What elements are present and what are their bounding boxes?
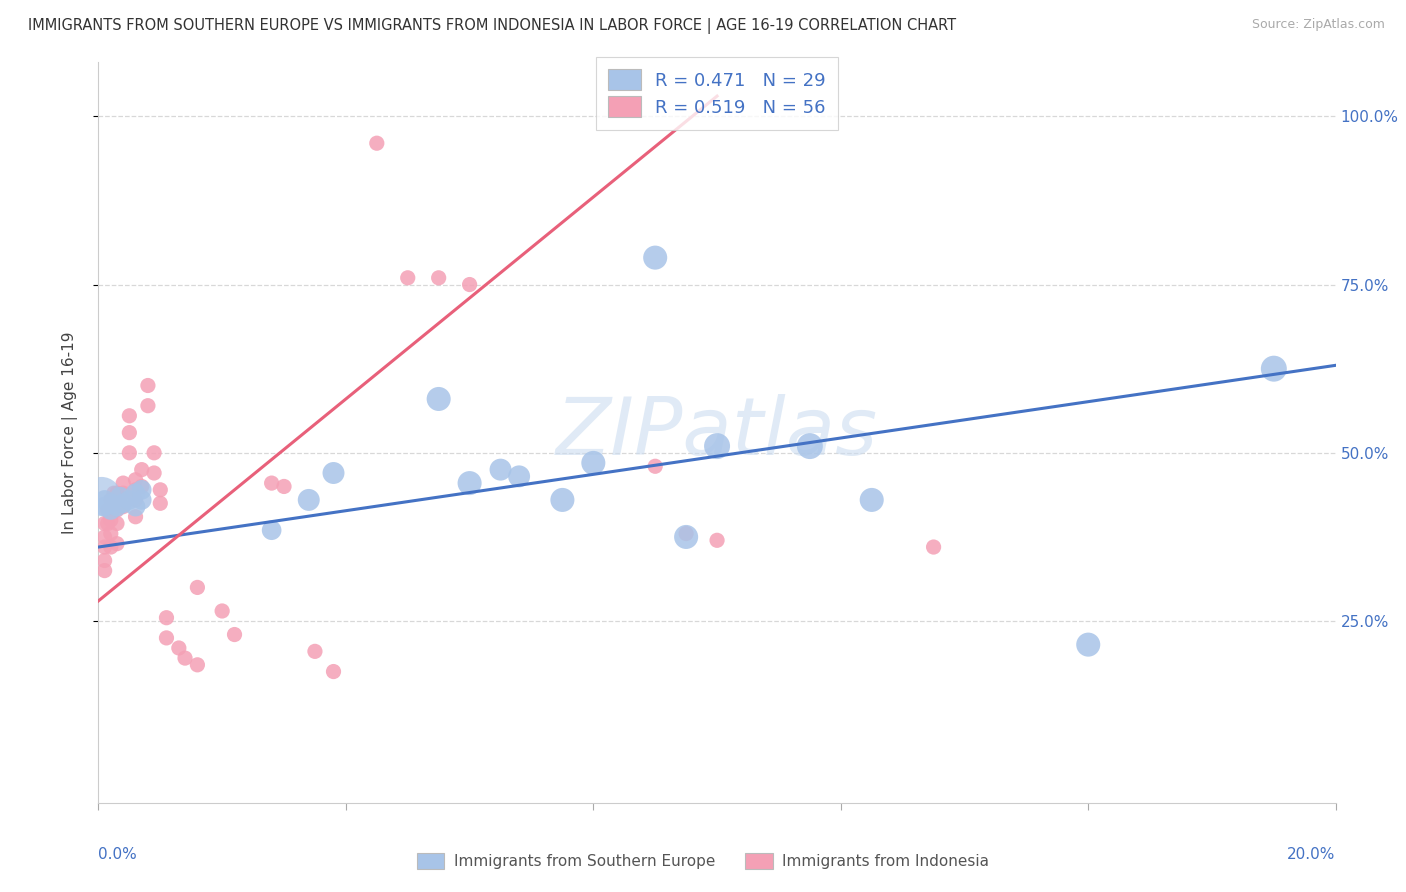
Point bbox=[103, 486, 125, 500]
Point bbox=[706, 533, 728, 548]
Point bbox=[93, 564, 115, 578]
Point bbox=[93, 500, 115, 514]
Point bbox=[97, 516, 120, 531]
Point bbox=[922, 540, 945, 554]
Point bbox=[124, 500, 146, 514]
Point bbox=[155, 611, 177, 625]
Point bbox=[105, 516, 128, 531]
Point bbox=[149, 483, 172, 497]
Y-axis label: In Labor Force | Age 16-19: In Labor Force | Age 16-19 bbox=[62, 331, 77, 534]
Point bbox=[508, 469, 530, 483]
Text: 0.0%: 0.0% bbox=[98, 847, 138, 863]
Point bbox=[322, 466, 344, 480]
Point bbox=[100, 513, 122, 527]
Point bbox=[273, 479, 295, 493]
Point bbox=[108, 490, 131, 504]
Point bbox=[1263, 361, 1285, 376]
Point bbox=[112, 496, 135, 510]
Point bbox=[105, 492, 128, 507]
Point bbox=[124, 509, 146, 524]
Point bbox=[93, 530, 115, 544]
Point bbox=[131, 462, 153, 476]
Point bbox=[458, 476, 481, 491]
Point bbox=[105, 503, 128, 517]
Point bbox=[100, 503, 122, 517]
Text: IMMIGRANTS FROM SOUTHERN EUROPE VS IMMIGRANTS FROM INDONESIA IN LABOR FORCE | AG: IMMIGRANTS FROM SOUTHERN EUROPE VS IMMIG… bbox=[28, 18, 956, 34]
Point bbox=[97, 503, 120, 517]
Point bbox=[143, 466, 166, 480]
Point bbox=[118, 492, 141, 507]
Point bbox=[100, 526, 122, 541]
Point bbox=[155, 631, 177, 645]
Point bbox=[304, 644, 326, 658]
Point bbox=[124, 483, 146, 497]
Point bbox=[427, 392, 450, 406]
Point bbox=[105, 536, 128, 550]
Point bbox=[149, 496, 172, 510]
Point bbox=[118, 425, 141, 440]
Point bbox=[427, 270, 450, 285]
Point bbox=[260, 523, 283, 537]
Point bbox=[706, 439, 728, 453]
Point bbox=[396, 270, 419, 285]
Point bbox=[93, 553, 115, 567]
Point bbox=[105, 500, 128, 514]
Point bbox=[298, 492, 321, 507]
Point bbox=[131, 479, 153, 493]
Point bbox=[167, 640, 190, 655]
Point bbox=[366, 136, 388, 151]
Point bbox=[93, 492, 115, 507]
Point bbox=[489, 462, 512, 476]
Text: Source: ZipAtlas.com: Source: ZipAtlas.com bbox=[1251, 18, 1385, 31]
Point bbox=[186, 657, 208, 672]
Point bbox=[112, 486, 135, 500]
Point bbox=[1077, 638, 1099, 652]
Point bbox=[112, 500, 135, 514]
Point bbox=[100, 492, 122, 507]
Point bbox=[186, 581, 208, 595]
Point bbox=[136, 399, 159, 413]
Point bbox=[100, 503, 122, 517]
Point bbox=[90, 490, 112, 504]
Point bbox=[105, 486, 128, 500]
Point bbox=[644, 459, 666, 474]
Point bbox=[582, 456, 605, 470]
Point bbox=[93, 516, 115, 531]
Point bbox=[118, 446, 141, 460]
Point bbox=[136, 378, 159, 392]
Point bbox=[174, 651, 197, 665]
Point bbox=[551, 492, 574, 507]
Point bbox=[100, 540, 122, 554]
Point bbox=[131, 492, 153, 507]
Text: ZIPatlas: ZIPatlas bbox=[555, 393, 879, 472]
Point bbox=[675, 526, 697, 541]
Point bbox=[124, 473, 146, 487]
Point bbox=[100, 496, 122, 510]
Point bbox=[644, 251, 666, 265]
Point bbox=[224, 627, 246, 641]
Point bbox=[93, 540, 115, 554]
Point bbox=[124, 492, 146, 507]
Point bbox=[260, 476, 283, 491]
Legend: R = 0.471   N = 29, R = 0.519   N = 56: R = 0.471 N = 29, R = 0.519 N = 56 bbox=[596, 57, 838, 130]
Point bbox=[799, 439, 821, 453]
Legend: Immigrants from Southern Europe, Immigrants from Indonesia: Immigrants from Southern Europe, Immigra… bbox=[411, 847, 995, 875]
Point bbox=[458, 277, 481, 292]
Point bbox=[112, 476, 135, 491]
Point bbox=[322, 665, 344, 679]
Text: 20.0%: 20.0% bbox=[1288, 847, 1336, 863]
Point bbox=[124, 486, 146, 500]
Point bbox=[118, 409, 141, 423]
Point bbox=[211, 604, 233, 618]
Point bbox=[131, 483, 153, 497]
Point bbox=[675, 530, 697, 544]
Point bbox=[143, 446, 166, 460]
Point bbox=[860, 492, 883, 507]
